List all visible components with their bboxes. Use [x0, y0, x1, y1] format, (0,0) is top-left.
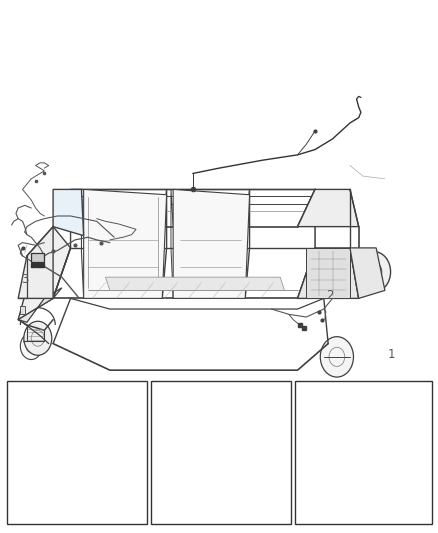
Circle shape	[20, 333, 42, 360]
Polygon shape	[297, 248, 359, 298]
Polygon shape	[35, 418, 64, 439]
Polygon shape	[31, 253, 44, 262]
Polygon shape	[350, 248, 385, 298]
Text: 2: 2	[327, 289, 334, 302]
Polygon shape	[212, 437, 256, 474]
Polygon shape	[18, 227, 53, 298]
Polygon shape	[306, 248, 350, 298]
Text: 6: 6	[300, 470, 308, 483]
Polygon shape	[18, 227, 71, 320]
Polygon shape	[191, 421, 269, 487]
Polygon shape	[53, 189, 84, 236]
Bar	[295, 381, 432, 524]
Bar	[7, 381, 147, 524]
Text: 4: 4	[47, 470, 55, 483]
Polygon shape	[320, 421, 340, 439]
Bar	[151, 381, 291, 524]
Polygon shape	[320, 423, 408, 471]
Polygon shape	[173, 189, 250, 298]
Polygon shape	[106, 277, 285, 290]
Text: 5: 5	[174, 470, 181, 483]
Text: 3: 3	[21, 273, 28, 286]
Text: 1: 1	[388, 348, 395, 361]
Circle shape	[320, 337, 353, 377]
Polygon shape	[177, 410, 204, 431]
Polygon shape	[364, 445, 408, 461]
Polygon shape	[35, 421, 125, 469]
Polygon shape	[84, 189, 166, 298]
Circle shape	[357, 252, 391, 292]
Polygon shape	[81, 442, 125, 461]
Polygon shape	[297, 189, 359, 227]
Polygon shape	[20, 306, 25, 314]
Polygon shape	[18, 288, 62, 322]
Circle shape	[24, 321, 52, 356]
